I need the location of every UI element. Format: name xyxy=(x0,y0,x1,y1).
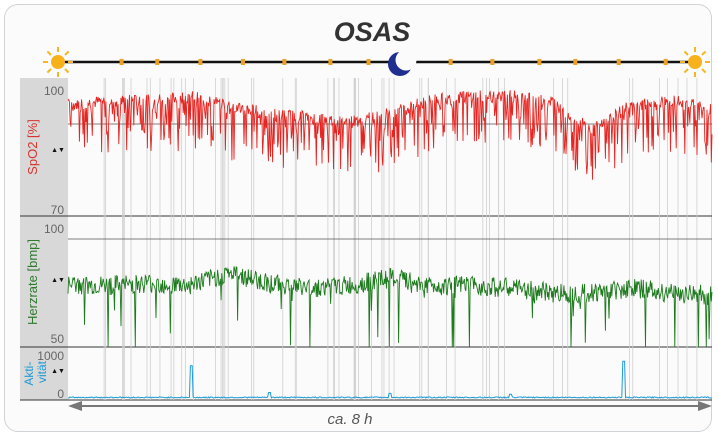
hr-updown-arrows: ▲▼ xyxy=(51,277,65,284)
duration-arrow-right-head xyxy=(698,401,712,411)
activity-tick-0: 0 xyxy=(57,387,64,401)
spo2-tick-100: 100 xyxy=(44,84,64,98)
timeline-tick xyxy=(573,59,578,65)
timeline-tick xyxy=(282,59,287,65)
axis-label-column xyxy=(20,78,68,400)
activity-axis-label: Akti- vität xyxy=(22,358,49,385)
timeline-tick xyxy=(366,59,371,65)
moon-icon xyxy=(388,49,417,76)
spo2-series-line xyxy=(67,90,713,180)
duration-arrow-left-head xyxy=(68,401,82,411)
timeline-tick xyxy=(198,59,203,65)
timeline-tick xyxy=(240,59,245,65)
activity-updown-arrows: ▲▼ xyxy=(51,368,65,375)
spo2-updown-arrows: ▲▼ xyxy=(51,147,65,154)
spo2-tick-70: 70 xyxy=(51,203,65,217)
chart-title: OSAS xyxy=(334,17,411,47)
timeline-tick xyxy=(537,59,542,65)
heart-rate-axis-label: Herzrate [bmp] xyxy=(25,239,40,325)
heart-rate-series-line xyxy=(67,266,713,348)
spo2-axis-label: SpO2 [%] xyxy=(25,119,40,175)
timeline-tick xyxy=(155,59,160,65)
hr-tick-100: 100 xyxy=(44,222,64,236)
timeline-tick xyxy=(119,59,124,65)
hr-tick-50: 50 xyxy=(51,332,65,346)
timeline-tick xyxy=(448,59,453,65)
sun-icon xyxy=(680,47,710,77)
sun-icon xyxy=(43,47,73,77)
activity-axis-label-line-2: vität xyxy=(35,360,49,383)
timeline-tick xyxy=(490,59,495,65)
duration-label: ca. 8 h xyxy=(327,411,372,428)
timeline-tick xyxy=(663,59,668,65)
timeline-tick xyxy=(328,59,333,65)
timeline-tick xyxy=(616,59,621,65)
activity-series-line xyxy=(68,360,712,399)
activity-tick-1000: 1000 xyxy=(37,349,64,363)
timeline-ticks xyxy=(119,59,668,65)
activity-axis-label-line-1: Akti- xyxy=(22,362,36,386)
